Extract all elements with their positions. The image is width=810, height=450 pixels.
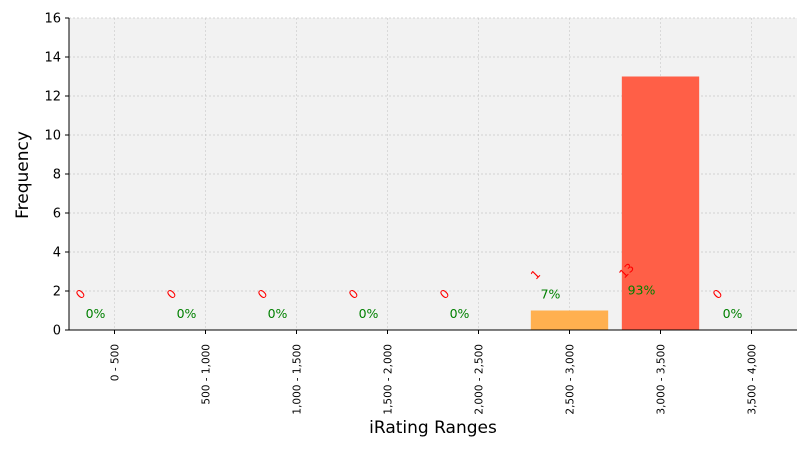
x-tick-label: 2,000 - 2,500 [474, 344, 486, 415]
bar-series [530, 76, 700, 330]
y-tick-label: 4 [53, 246, 61, 261]
x-tick-label: 1,000 - 1,500 [292, 344, 304, 415]
percent-label: 0% [723, 306, 743, 321]
y-tick-label: 10 [44, 129, 61, 144]
y-tick-label: 8 [53, 168, 61, 183]
x-tick-label: 0 - 500 [110, 344, 122, 381]
x-axis-ticks: 0 - 500 500 - 1,000 1,000 - 1,500 1,500 - 2… [110, 330, 759, 415]
grid-lines [69, 17, 797, 331]
y-tick-label: 12 [44, 90, 61, 105]
percent-label: 0% [177, 306, 197, 321]
percent-label: 93% [628, 283, 656, 298]
x-tick-label: 500 - 1,000 [201, 344, 213, 405]
percent-label: 0% [268, 306, 288, 321]
x-tick-label: 1,500 - 2,000 [383, 344, 395, 415]
percent-label: 0% [86, 306, 106, 321]
y-axis-title: Frequency [13, 131, 33, 219]
bar [530, 310, 609, 330]
percent-label: 0% [450, 306, 470, 321]
y-tick-label: 16 [44, 12, 61, 27]
bar [621, 76, 700, 330]
y-axis-ticks: 0 2 4 6 8 10 12 14 16 [44, 12, 69, 339]
y-tick-label: 14 [44, 51, 61, 66]
percent-label: 7% [541, 287, 561, 302]
x-tick-label: 3,500 - 4,000 [747, 344, 759, 415]
x-tick-label: 3,000 - 3,500 [656, 344, 668, 415]
y-tick-label: 6 [53, 207, 61, 222]
y-tick-label: 2 [53, 285, 61, 300]
x-axis-title: iRating Ranges [369, 418, 497, 438]
y-tick-label: 0 [53, 324, 61, 339]
x-tick-label: 2,500 - 3,000 [565, 344, 577, 415]
percent-label: 0% [359, 306, 379, 321]
